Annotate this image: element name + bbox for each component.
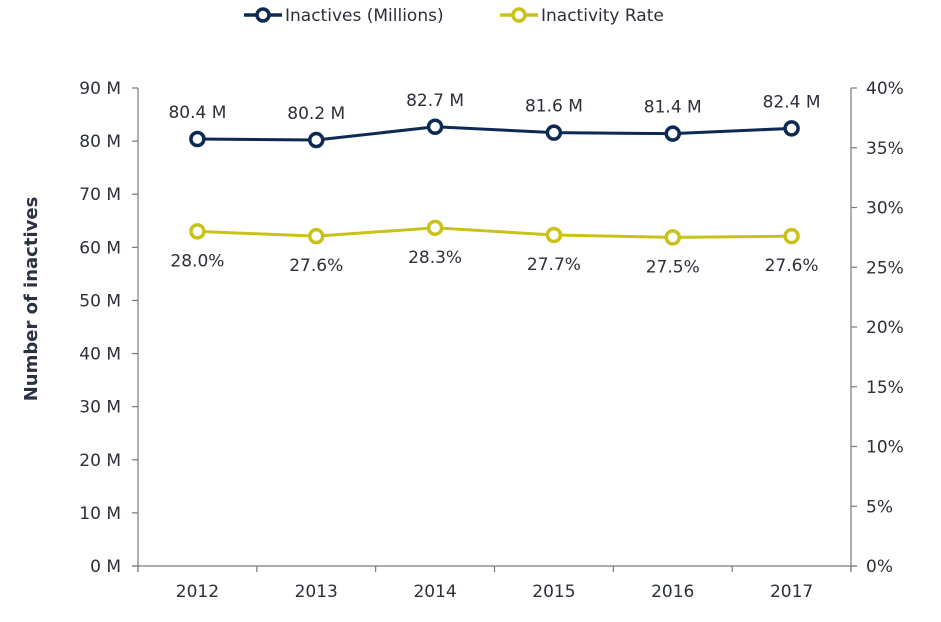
data-label: 27.6%	[289, 256, 343, 276]
data-label: 82.4 M	[763, 92, 821, 112]
data-label: 28.3%	[408, 248, 462, 268]
y-tick-label: 90 M	[79, 79, 121, 99]
series-inactives: 80.4 M 80.2 M 82.7 M 81.6 M 81.4 M 82.4 M	[168, 91, 821, 149]
x-tick-label: 2013	[295, 582, 338, 602]
data-point	[426, 219, 444, 237]
data-point	[664, 125, 681, 142]
y2-tick-label: 25%	[866, 258, 904, 278]
data-label: 80.4 M	[168, 103, 226, 123]
legend: Inactives (Millions) Inactivity Rate	[244, 6, 664, 26]
data-point	[545, 226, 563, 244]
data-label: 81.6 M	[525, 97, 583, 117]
y2-tick-label: 5%	[866, 497, 893, 517]
y-tick-label: 40 M	[79, 345, 121, 365]
data-label: 27.5%	[646, 257, 700, 277]
legend-circle-marker-icon	[511, 7, 527, 23]
axes: 0 M 10 M 20 M 30 M 40 M 50 M 60 M 70 M 80 M 90 M 0…	[79, 79, 904, 602]
data-label: 81.4 M	[644, 98, 702, 118]
data-label: 27.7%	[527, 255, 581, 275]
series-inactivity-rate: 28.0% 27.6% 28.3% 27.7% 27.5% 27.6%	[170, 219, 819, 277]
y-tick-label: 0 M	[90, 557, 121, 577]
data-label: 80.2 M	[287, 104, 345, 124]
data-point	[189, 130, 206, 148]
x-tick-label: 2012	[176, 582, 219, 602]
y-tick-label: 10 M	[79, 504, 121, 524]
series-layer: 80.4 M 80.2 M 82.7 M 81.6 M 81.4 M 82.4 M 28.0…	[168, 91, 820, 278]
data-point	[189, 223, 206, 240]
series-line	[197, 125, 792, 142]
y2-tick-label: 15%	[866, 378, 904, 398]
y2-tick-label: 30%	[866, 199, 904, 219]
legend-item: Inactives (Millions)	[244, 6, 444, 26]
data-point	[308, 131, 325, 149]
series-line	[197, 226, 792, 239]
data-point	[545, 124, 563, 141]
x-tick-label: 2017	[770, 582, 813, 602]
data-point	[308, 227, 325, 245]
y-tick-label: 50 M	[79, 291, 121, 311]
y2-tick-label: 10%	[866, 438, 904, 458]
y-tick-label: 60 M	[79, 238, 121, 258]
data-label: 27.6%	[765, 256, 819, 276]
x-tick-label: 2016	[651, 582, 694, 602]
data-point	[783, 227, 800, 245]
y2-tick-label: 0%	[866, 557, 893, 577]
y-tick-label: 80 M	[79, 132, 121, 152]
x-tick-label: 2015	[532, 582, 575, 602]
x-tick-label: 2014	[413, 582, 456, 602]
legend-label: Inactivity Rate	[541, 6, 664, 26]
y-tick-label: 70 M	[79, 185, 121, 205]
data-point	[426, 118, 444, 136]
data-label: 82.7 M	[406, 91, 464, 111]
legend-circle-marker-icon	[255, 7, 271, 23]
data-point	[783, 120, 800, 137]
y2-tick-label: 20%	[866, 318, 904, 338]
y2-tick-label: 35%	[866, 139, 904, 159]
y2-tick-label: 40%	[866, 79, 904, 99]
data-point	[664, 229, 681, 246]
y-axis-title: Number of inactives	[21, 197, 42, 402]
data-label: 28.0%	[170, 251, 224, 271]
legend-item: Inactivity Rate	[500, 6, 664, 26]
y-tick-label: 20 M	[79, 451, 121, 471]
legend-label: Inactives (Millions)	[285, 6, 444, 26]
y-tick-label: 30 M	[79, 398, 121, 418]
